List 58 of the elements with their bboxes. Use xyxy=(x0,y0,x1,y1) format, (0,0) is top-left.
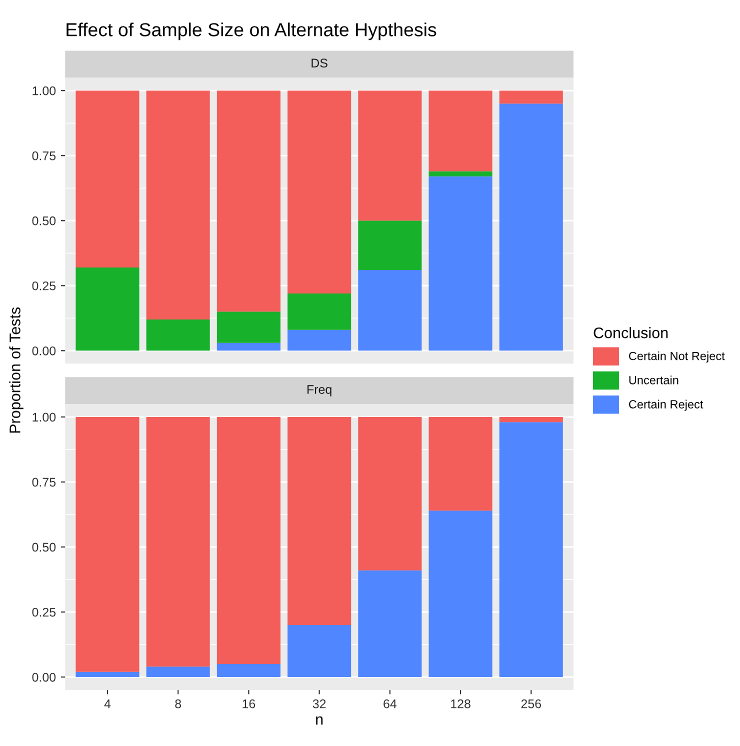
x-axis-title: n xyxy=(316,716,323,725)
bar xyxy=(358,90,422,221)
x-tick-label: 16 xyxy=(242,699,256,708)
chart-title: Effect of Sample Size on Alternate Hypthesis xyxy=(66,22,436,40)
legend-title: Conclusion xyxy=(594,327,668,338)
bar xyxy=(216,312,280,343)
y-tick-label: 0.00 xyxy=(32,672,56,682)
bar xyxy=(146,416,210,667)
bar xyxy=(428,510,492,678)
bar xyxy=(288,90,352,294)
bar xyxy=(358,416,422,570)
y-tick-label: 0.00 xyxy=(32,346,56,356)
x-tick-label: 8 xyxy=(175,699,182,708)
y-tick-label: 0.25 xyxy=(32,281,56,290)
x-tick-label: 128 xyxy=(451,699,470,708)
y-tick-label: 1.00 xyxy=(32,412,56,422)
bar xyxy=(428,176,492,351)
bar xyxy=(216,342,280,351)
bar xyxy=(146,666,210,678)
bar xyxy=(76,416,140,672)
chart-subtitle: DS xyxy=(312,58,328,68)
y-tick-label: 0.50 xyxy=(32,542,56,552)
y-tick-label: 1.00 xyxy=(32,86,56,96)
bar xyxy=(499,104,563,351)
x-tick-label: 256 xyxy=(521,699,542,708)
legend-label: Uncertain xyxy=(629,376,678,384)
chart-subtitle: Freq xyxy=(307,385,332,396)
legend-label: Certain Reject xyxy=(629,400,704,411)
bar xyxy=(499,416,563,422)
x-tick-label: 64 xyxy=(384,699,397,708)
bar xyxy=(216,664,280,678)
bar xyxy=(358,570,422,678)
bar xyxy=(216,90,280,312)
bar xyxy=(76,267,140,351)
y-tick-label: 0.75 xyxy=(32,151,56,160)
bar xyxy=(358,270,422,351)
bar xyxy=(288,330,352,351)
x-tick-label: 32 xyxy=(312,699,326,708)
bar xyxy=(288,293,352,330)
bar xyxy=(428,416,492,511)
bar xyxy=(358,220,422,270)
y-tick-label: 0.75 xyxy=(32,478,56,487)
bar xyxy=(216,416,280,664)
bar xyxy=(146,319,210,351)
bar xyxy=(146,90,210,320)
legend-label: Certain Not Reject xyxy=(629,352,725,363)
bar xyxy=(76,90,140,268)
y-axis-title: Proportion of Tests xyxy=(9,307,24,433)
x-tick-label: 4 xyxy=(104,700,111,708)
bar xyxy=(76,672,140,678)
bar xyxy=(428,171,492,176)
bar xyxy=(428,90,492,172)
bar xyxy=(499,90,563,104)
y-tick-label: 0.50 xyxy=(32,216,56,226)
bar xyxy=(288,416,352,626)
y-tick-label: 0.25 xyxy=(32,608,56,617)
bar xyxy=(288,625,352,678)
bar xyxy=(499,422,563,678)
